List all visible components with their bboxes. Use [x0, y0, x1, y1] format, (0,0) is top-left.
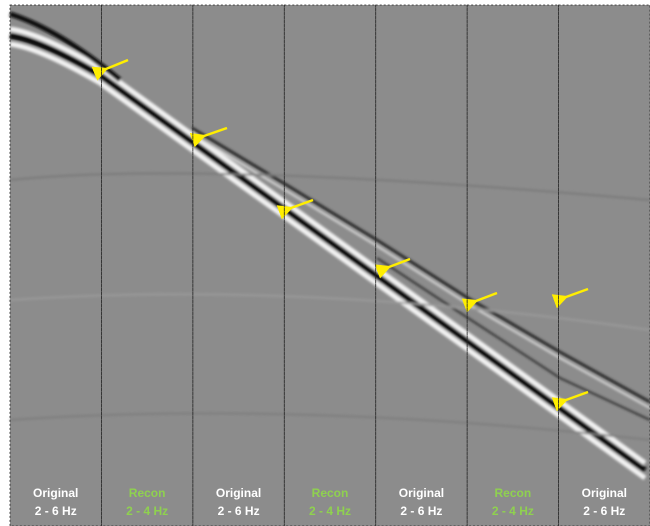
panel-frame — [558, 4, 650, 526]
panel-title: Original — [33, 486, 78, 500]
panel-title: Recon — [312, 486, 349, 500]
panel-title: Recon — [129, 486, 166, 500]
panel-band: 2 - 6 Hz — [218, 504, 260, 518]
panel-title: Recon — [495, 486, 532, 500]
panel-title: Original — [582, 486, 627, 500]
arrows — [91, 58, 589, 412]
panel-band: 2 - 4 Hz — [126, 504, 168, 518]
panel-frame — [466, 4, 559, 526]
panels: Original 2 - 6 Hz Recon 2 - 4 Hz Original 2 -… — [9, 4, 650, 526]
panel-frame — [192, 4, 285, 526]
image-background — [10, 5, 650, 526]
panel-frame — [101, 4, 194, 526]
panel-frame — [283, 4, 377, 526]
panel-title: Original — [399, 486, 444, 500]
panel-title: Original — [216, 486, 261, 500]
panel-frame — [9, 4, 102, 526]
panel-frame — [375, 4, 468, 526]
panel-band: 2 - 6 Hz — [35, 504, 77, 518]
panel-band: 2 - 4 Hz — [309, 504, 351, 518]
panel-band: 2 - 4 Hz — [492, 504, 534, 518]
panel-band: 2 - 6 Hz — [400, 504, 442, 518]
panel-band: 2 - 6 Hz — [583, 504, 625, 518]
